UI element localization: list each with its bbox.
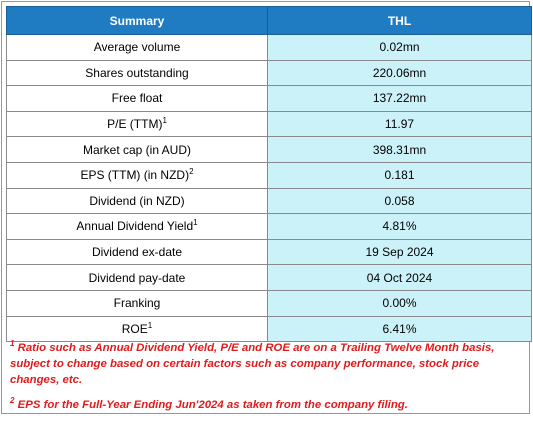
row-value: 11.97 <box>267 110 532 138</box>
row-label: Market cap (in AUD) <box>82 142 192 157</box>
row-label: Free float <box>111 91 163 106</box>
row-label: Average volume <box>93 40 181 55</box>
row-label-cell: EPS (TTM) (in NZD)2 <box>6 161 268 189</box>
row-value: 398.31mn <box>267 136 532 163</box>
footnote-ref: 1 <box>147 320 153 330</box>
row-label: ROE <box>121 321 148 336</box>
row-label: Shares outstanding <box>85 65 189 80</box>
row-value: 0.02mn <box>267 34 532 61</box>
header-summary: Summary <box>6 6 268 35</box>
row-label-cell: Market cap (in AUD) <box>6 136 268 163</box>
footnote-marker: 1 <box>10 339 15 349</box>
summary-panel: Summary THL Average volume 0.02mn Shares o… <box>1 1 532 414</box>
table-row: Free float 137.22mn <box>6 85 532 112</box>
row-value: 0.181 <box>267 161 532 189</box>
row-value: 0.00% <box>267 289 532 317</box>
footnote-marker: 2 <box>10 396 15 406</box>
footnote-ref: 1 <box>162 116 167 126</box>
table-row: Dividend (in NZD) 0.058 <box>6 187 532 215</box>
table-row: Dividend pay-date 04 Oct 2024 <box>6 264 532 291</box>
table-row: Market cap (in AUD) 398.31mn <box>6 136 532 163</box>
footnote-text: Ratio such as Annual Dividend Yield, P/E… <box>10 342 495 386</box>
row-value: 137.22mn <box>267 85 532 112</box>
row-label: Dividend ex-date <box>91 245 183 260</box>
footnote-text: EPS for the Full-Year Ending Jun'2024 as… <box>14 399 408 411</box>
row-label-cell: Dividend ex-date <box>6 238 268 266</box>
row-label-cell: Dividend pay-date <box>6 264 268 291</box>
row-value: 4.81% <box>267 213 532 240</box>
table-row: Annual Dividend Yield1 4.81% <box>6 213 532 240</box>
row-label-cell: Shares outstanding <box>6 59 268 87</box>
table-row: Shares outstanding 220.06mn <box>6 59 532 87</box>
row-label: Annual Dividend Yield <box>76 219 194 234</box>
row-label: EPS (TTM) (in NZD) <box>80 168 190 183</box>
row-label-cell: Free float <box>6 85 268 112</box>
table-header-row: Summary THL <box>6 6 532 35</box>
row-value: 6.41% <box>267 315 532 343</box>
row-value: 19 Sep 2024 <box>267 238 532 266</box>
row-label: P/E (TTM) <box>107 117 163 132</box>
row-label: Dividend (in NZD) <box>89 193 185 208</box>
row-label-cell: Dividend (in NZD) <box>6 187 268 215</box>
row-label-cell: Annual Dividend Yield1 <box>6 213 268 240</box>
summary-table: Summary THL Average volume 0.02mn Shares o… <box>6 6 532 343</box>
table-row: EPS (TTM) (in NZD)2 0.181 <box>6 161 532 189</box>
footnote-ref: 1 <box>193 218 198 228</box>
row-label-cell: Average volume <box>6 34 268 61</box>
footnote-1: 1 Ratio such as Annual Dividend Yield, P… <box>10 340 526 388</box>
row-value: 220.06mn <box>267 59 532 87</box>
footnotes: 1 Ratio such as Annual Dividend Yield, P… <box>6 340 526 422</box>
table-row: Dividend ex-date 19 Sep 2024 <box>6 238 532 266</box>
table-row: Average volume 0.02mn <box>6 34 532 61</box>
row-label-cell: P/E (TTM)1 <box>6 110 268 138</box>
table-row: ROE1 6.41% <box>6 315 532 343</box>
row-value: 04 Oct 2024 <box>267 264 532 291</box>
table-row: Franking 0.00% <box>6 289 532 317</box>
row-value: 0.058 <box>267 187 532 215</box>
header-ticker: THL <box>267 6 532 35</box>
row-label: Franking <box>113 296 161 311</box>
row-label: Dividend pay-date <box>88 270 186 285</box>
row-label-cell: ROE1 <box>6 315 268 343</box>
footnote-ref: 2 <box>189 167 194 177</box>
row-label-cell: Franking <box>6 289 268 317</box>
footnote-2: 2 EPS for the Full-Year Ending Jun'2024 … <box>10 397 526 413</box>
table-row: P/E (TTM)1 11.97 <box>6 110 532 138</box>
